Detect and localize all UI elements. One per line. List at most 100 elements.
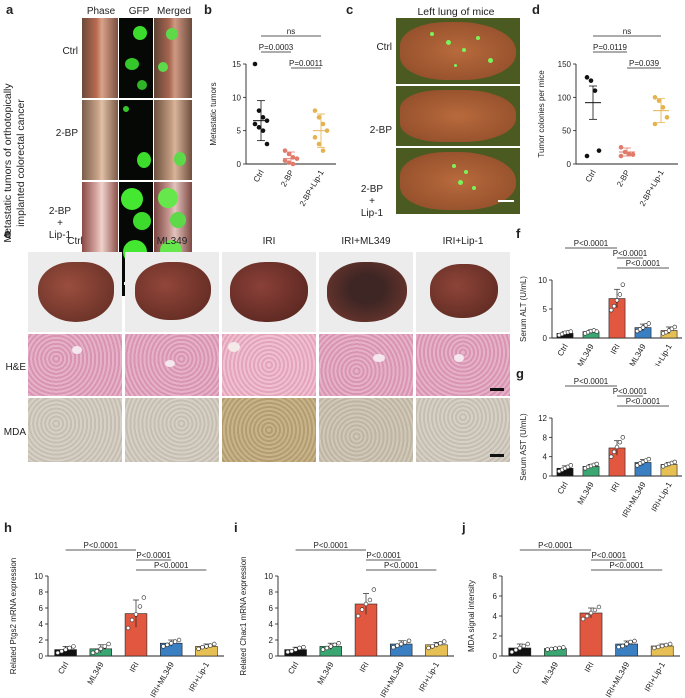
plot-area: 0 2 4 6 8 MDA signal intensity Ctrl ML349 IRI IRI…: [467, 541, 680, 698]
significance-label: P<0.0001: [84, 541, 119, 550]
image-e-liver-ctrl: [28, 252, 122, 332]
data-point: [584, 153, 590, 159]
col-header-phase: Phase: [86, 6, 116, 17]
y-axis-label: Metastatic tumors: [209, 82, 218, 145]
x-tick-label: ML349: [576, 342, 596, 366]
y-axis-label: MDA signal intensity: [467, 580, 476, 652]
y-tick-label: 50: [562, 127, 571, 136]
data-point: [513, 647, 519, 653]
data-point: [672, 324, 678, 330]
significance-label: P<0.0001: [626, 259, 661, 268]
data-point: [406, 638, 412, 644]
x-tick-label: IRI: [583, 661, 596, 674]
image-e-he-iri-lip1: [416, 334, 510, 396]
panel-letter-i: i: [234, 520, 238, 535]
panel-letter-f: f: [516, 226, 521, 241]
data-point: [611, 449, 617, 455]
data-point: [106, 641, 111, 647]
data-point: [336, 640, 341, 646]
col-header-e-iri: IRI: [262, 236, 276, 247]
significance-label: P<0.0001: [626, 397, 661, 406]
significance-label: P<0.0001: [613, 249, 648, 258]
row-label-he: H&E: [5, 362, 26, 373]
data-point: [430, 644, 435, 649]
x-tick-label: ML349: [316, 660, 336, 686]
image-e-mda-ctrl: [28, 398, 122, 462]
image-e-liver-iri-lip1: [416, 252, 510, 332]
y-tick-label: 5: [543, 305, 548, 314]
y-tick-label: 2: [269, 636, 274, 645]
image-c-lung-2bp: [396, 86, 520, 146]
row-label-a-ctrl: Ctrl: [62, 46, 78, 57]
data-point: [282, 158, 288, 163]
x-tick-label: IRI+Lip-1: [650, 480, 674, 513]
data-point: [584, 75, 590, 80]
data-point: [438, 640, 443, 646]
data-point: [549, 646, 554, 652]
x-tick-label: Ctrl: [511, 660, 525, 675]
image-e-liver-ml349: [125, 252, 219, 332]
data-point: [328, 644, 334, 649]
data-point: [632, 638, 637, 644]
image-e-he-iri: [222, 334, 316, 396]
data-point: [90, 650, 96, 656]
data-point: [59, 648, 64, 654]
x-tick-label: IRI+Lip-1: [187, 660, 211, 693]
x-tick-label: Ctrl: [56, 660, 70, 675]
data-point: [402, 640, 408, 645]
data-point: [442, 639, 447, 644]
x-tick-label: IRI+Lip-1: [643, 660, 667, 693]
data-point: [133, 612, 139, 617]
y-tick-label: 4: [39, 620, 44, 629]
significance-label: P=0.0003: [259, 43, 294, 52]
y-tick-label: 2: [493, 632, 498, 641]
data-point: [434, 642, 439, 648]
data-point: [169, 640, 174, 646]
image-a-phase-ctrl: [82, 18, 118, 98]
data-point: [640, 325, 646, 330]
image-e-he-ctrl: [28, 334, 122, 396]
image-e-liver-iri-ml349: [319, 252, 413, 332]
chart-i: 0 2 4 6 8 10 Related Chac1 mRNA expression Ctrl…: [239, 541, 454, 698]
data-point: [212, 641, 217, 647]
col-header-e-iri-ml349: IRI+ML349: [341, 236, 391, 247]
data-point: [208, 643, 213, 648]
x-tick-label: ML349: [540, 660, 560, 686]
data-point: [196, 646, 201, 652]
data-point: [584, 613, 590, 619]
y-tick-label: 4: [493, 612, 498, 621]
data-point: [204, 644, 209, 649]
data-point: [282, 148, 288, 153]
row-label-a-2bp: 2-BP: [55, 128, 78, 139]
image-e-mda-iri-ml349: [319, 398, 413, 462]
chart-g: 0 4 8 12 Serum AST (U/mL) Ctrl ML349 IRIIRI+ML3…: [519, 377, 682, 519]
row-label-mda: MDA: [3, 427, 26, 438]
side-title-line-1: Metastatic tumors of orthotopically: [2, 83, 14, 243]
data-point: [316, 141, 322, 147]
x-tick-label: 2-BP+Lip-1: [298, 168, 326, 208]
y-axis-label: Serum ALT (U/mL): [519, 276, 528, 342]
data-point: [617, 439, 623, 445]
y-tick-label: 0: [493, 652, 498, 661]
data-point: [426, 645, 431, 651]
plot-area: 0 4 8 12 Serum AST (U/mL) Ctrl ML349 IRIIRI+ML3…: [519, 377, 682, 519]
data-point: [628, 639, 633, 645]
data-point: [545, 647, 550, 652]
chart-f: 0 5 10 Serum ALT (U/mL) Ctrl ML349 IRIIRI+ML34…: [519, 239, 682, 366]
data-point: [646, 456, 652, 462]
x-tick-label: Ctrl: [584, 168, 598, 183]
data-point: [626, 151, 632, 157]
plot-area: 0 50 100 150 Tumor colonies per mice Ctrl 2-BP…: [537, 27, 678, 208]
significance-label: P<0.0001: [314, 541, 349, 550]
data-point: [165, 642, 170, 648]
data-point: [646, 321, 652, 326]
significance-label: P<0.0001: [136, 551, 171, 560]
panel-letter-d: d: [532, 2, 540, 17]
data-point: [652, 645, 657, 651]
x-tick-label: 2-BP: [279, 169, 296, 189]
panel-letter-a: a: [6, 2, 14, 17]
image-e-he-iri-ml349: [319, 334, 413, 396]
y-tick-label: 12: [538, 414, 547, 423]
image-a-phase-2bp: [82, 100, 118, 180]
data-point: [557, 645, 562, 651]
